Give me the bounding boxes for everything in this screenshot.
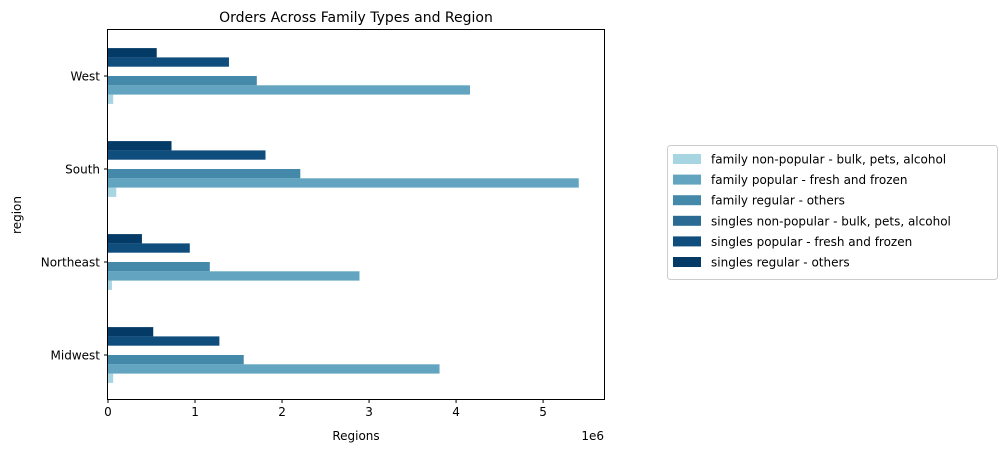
legend-label: family popular - fresh and frozen [711, 173, 907, 187]
legend-label: family non-popular - bulk, pets, alcohol [711, 153, 946, 167]
bars-layer [108, 48, 579, 383]
legend-swatch [673, 236, 701, 247]
bar-south-series-1 [108, 187, 117, 197]
bar-west-series-2 [108, 85, 470, 95]
legend-label: singles popular - fresh and frozen [711, 235, 912, 249]
x-axis-offset-text: 1e6 [581, 429, 604, 443]
bar-northeast-series-5 [108, 243, 190, 253]
legend-swatch [673, 154, 701, 164]
legend-frame [667, 145, 998, 280]
y-tick-label-west: West [70, 70, 100, 84]
bar-south-series-3 [108, 169, 301, 179]
y-tick-label-northeast: Northeast [41, 256, 101, 270]
y-tick-label-south: South [65, 163, 100, 177]
x-axis-label: Regions [332, 429, 379, 443]
bar-northeast-series-2 [108, 271, 360, 281]
x-ticks: 0 1 2 3 4 5 [104, 399, 547, 419]
bar-midwest-series-1 [108, 373, 114, 383]
x-tick-label: 3 [365, 405, 373, 419]
y-tick-label-midwest: Midwest [51, 349, 101, 363]
y-ticks: Midwest Northeast South West [41, 70, 108, 363]
legend-swatch [673, 174, 701, 185]
bar-midwest-series-2 [108, 364, 440, 374]
bar-northeast-series-3 [108, 262, 210, 272]
legend-label: singles non-popular - bulk, pets, alcoho… [711, 214, 951, 228]
bar-west-series-3 [108, 76, 257, 86]
bar-midwest-series-6 [108, 327, 154, 337]
bar-midwest-series-5 [108, 336, 220, 346]
y-axis-label: region [10, 196, 24, 234]
legend-label: family regular - others [711, 194, 845, 208]
x-tick-label: 4 [452, 405, 460, 419]
legend-label: singles regular - others [711, 256, 850, 270]
legend-swatch [673, 195, 701, 206]
bar-south-series-6 [108, 141, 172, 151]
x-tick-label: 5 [539, 405, 547, 419]
bar-west-series-6 [108, 48, 157, 58]
bar-south-series-2 [108, 178, 579, 188]
legend: family non-popular - bulk, pets, alcohol… [667, 145, 998, 280]
bar-midwest-series-3 [108, 355, 244, 365]
bar-west-series-5 [108, 57, 229, 67]
bar-northeast-series-1 [108, 280, 112, 290]
legend-swatch [673, 215, 701, 226]
bar-west-series-1 [108, 94, 114, 104]
bar-south-series-5 [108, 150, 266, 160]
x-tick-label: 2 [278, 405, 286, 419]
plot-frame [107, 29, 605, 400]
chart-title: Orders Across Family Types and Region [219, 10, 493, 26]
legend-swatch [673, 257, 701, 267]
bar-northeast-series-6 [108, 234, 142, 244]
x-tick-label: 0 [104, 405, 112, 419]
x-tick-label: 1 [191, 405, 199, 419]
legend-items: family non-popular - bulk, pets, alcohol… [673, 153, 951, 270]
